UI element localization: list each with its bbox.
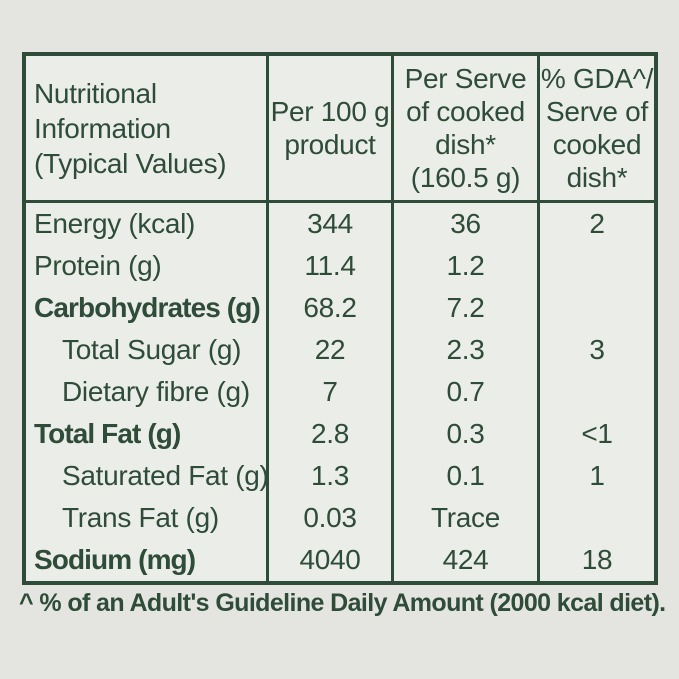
protein-per-serve: 1.2 <box>394 245 540 287</box>
nutrition-table: Nutritional Information (Typical Values)… <box>22 52 658 585</box>
sodium-per-100g: 4040 <box>269 539 394 581</box>
trans-fat-label: Trans Fat (g) <box>26 497 269 539</box>
header-nutritional-information: Nutritional Information (Typical Values) <box>26 56 269 203</box>
protein-per-100g: 11.4 <box>269 245 394 287</box>
gda-footnote: ^ % of an Adult's Guideline Daily Amount… <box>19 589 666 617</box>
carbohydrates-per-100g: 68.2 <box>269 287 394 329</box>
carbohydrates-per-serve: 7.2 <box>394 287 540 329</box>
saturated-fat-per-serve: 0.1 <box>394 455 540 497</box>
saturated-fat-label: Saturated Fat (g) <box>26 455 269 497</box>
trans-fat-per-100g: 0.03 <box>269 497 394 539</box>
trans-fat-per-serve: Trace <box>394 497 540 539</box>
energy-per-serve: 36 <box>394 203 540 245</box>
trans-fat-gda <box>540 497 654 539</box>
total-fat-label: Total Fat (g) <box>26 413 269 455</box>
sodium-gda: 18 <box>581 544 613 575</box>
total-fat-per-100g: 2.8 <box>269 413 394 455</box>
carbohydrates-gda <box>540 287 654 329</box>
carbohydrates-label: Carbohydrates (g) <box>26 287 269 329</box>
energy-gda: 2 <box>589 208 605 239</box>
dietary-fibre-per-serve: 0.7 <box>394 371 540 413</box>
total-sugar-per-100g: 22 <box>269 329 394 371</box>
header-gda: % GDA^/ Serve of cooked dish* <box>540 56 654 203</box>
dietary-fibre-per-100g: 7 <box>269 371 394 413</box>
protein-gda <box>540 245 654 287</box>
total-fat-gda: <1 <box>581 418 613 449</box>
total-fat-per-serve: 0.3 <box>394 413 540 455</box>
header-per-serve: Per Serve of cooked dish* (160.5 g) <box>394 56 540 203</box>
energy-per-100g: 344 <box>269 203 394 245</box>
sodium-per-serve: 424 <box>394 539 540 581</box>
saturated-fat-per-100g: 1.3 <box>269 455 394 497</box>
header-per-100g: Per 100 g product <box>269 56 394 203</box>
saturated-fat-gda: 1 <box>589 460 605 491</box>
total-sugar-label: Total Sugar (g) <box>26 329 269 371</box>
dietary-fibre-gda <box>540 371 654 413</box>
sodium-label: Sodium (mg) <box>26 539 269 581</box>
protein-label: Protein (g) <box>26 245 269 287</box>
dietary-fibre-label: Dietary fibre (g) <box>26 371 269 413</box>
total-sugar-gda: 3 <box>589 334 605 365</box>
total-sugar-per-serve: 2.3 <box>394 329 540 371</box>
energy-label: Energy (kcal) <box>26 203 269 245</box>
